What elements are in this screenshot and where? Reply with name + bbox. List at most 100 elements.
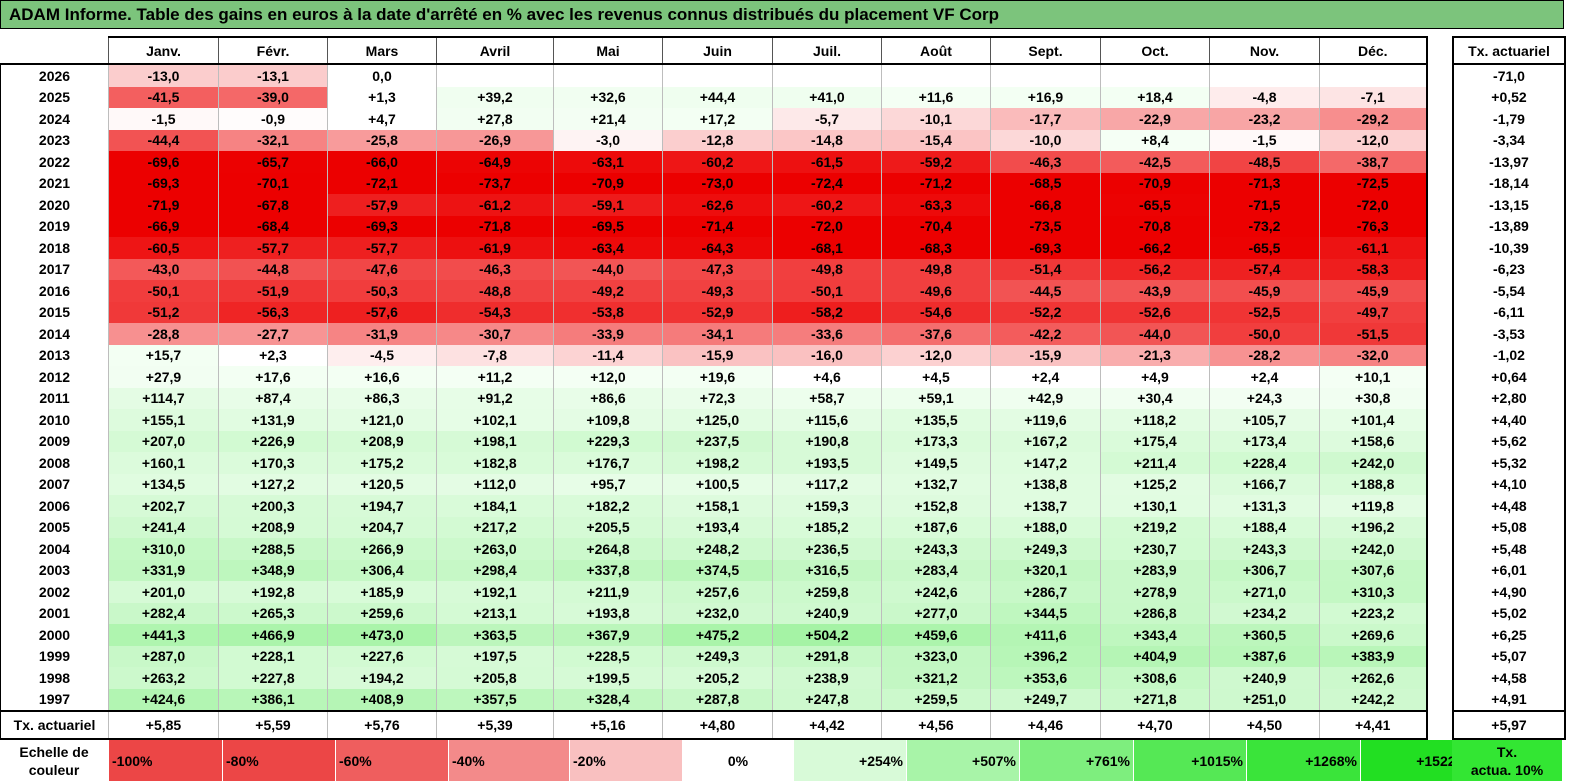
gain-cell: +240,9 [1209, 667, 1320, 689]
gain-cell: -66,2 [1100, 237, 1210, 259]
actuarial-rate-cell: +5,62 [1452, 430, 1566, 452]
gain-cell: +232,0 [662, 602, 773, 624]
gain-cell: -50,1 [772, 280, 882, 302]
year-label: 1997 [0, 688, 109, 711]
gain-cell: -44,4 [108, 129, 219, 151]
legend-swatch: +1268% [1246, 740, 1361, 781]
gain-cell: -32,1 [218, 129, 328, 151]
year-label: 2008 [0, 452, 109, 474]
gain-cell: +228,1 [218, 645, 328, 667]
legend-swatch: -20% [569, 740, 683, 781]
gain-cell: -56,3 [218, 301, 328, 323]
gain-cell: +198,2 [662, 452, 773, 474]
gain-cell: +226,9 [218, 430, 328, 452]
gain-cell: -73,2 [1209, 215, 1320, 237]
gain-cell: +32,6 [553, 86, 663, 108]
report-title: ADAM Informe. Table des gains en euros à… [0, 0, 1564, 29]
year-row: 1999 +287,0 +228,1 +227,6 +197,5 +228,5 +249,3… [0, 645, 1428, 667]
gain-cell: +175,4 [1100, 430, 1210, 452]
gain-cell: +360,5 [1209, 624, 1320, 646]
gain-cell: +271,0 [1209, 581, 1320, 603]
gain-cell: +348,9 [218, 559, 328, 581]
gain-cell: +320,1 [990, 559, 1101, 581]
gain-cell: +188,0 [990, 516, 1101, 538]
year-row: 2026 -13,0 -13,1 0,0 [0, 64, 1428, 87]
gains-table: Janv. Févr. Mars Avril Mai Juin Juil. Août Sept.… [0, 36, 1428, 740]
actuarial-rate-cell: -18,14 [1452, 172, 1566, 194]
gain-cell: +278,9 [1100, 581, 1210, 603]
year-label: 2024 [0, 108, 109, 130]
gain-cell: +310,3 [1319, 581, 1428, 603]
gain-cell: +118,2 [1100, 409, 1210, 431]
gain-cell: -29,2 [1319, 108, 1428, 130]
gain-cell: +337,8 [553, 559, 663, 581]
gain-cell: +217,2 [436, 516, 554, 538]
gain-cell: -52,9 [662, 301, 773, 323]
gain-cell: +135,5 [881, 409, 991, 431]
gain-cell: -27,7 [218, 323, 328, 345]
gain-cell: -58,2 [772, 301, 882, 323]
year-row: 2001 +282,4 +265,3 +259,6 +213,1 +193,8 +232,0… [0, 602, 1428, 624]
gain-cell: -46,3 [990, 151, 1101, 173]
gain-cell: +228,5 [553, 645, 663, 667]
gain-cell: -3,0 [553, 129, 663, 151]
gain-cell: +242,2 [1319, 688, 1428, 711]
month-header-row: Janv. Févr. Mars Avril Mai Juin Juil. Août Sept.… [0, 36, 1428, 65]
legend-swatch: -100% [108, 740, 223, 781]
gain-cell: 0,0 [327, 64, 437, 87]
gain-cell: -15,4 [881, 129, 991, 151]
gain-cell: -54,6 [881, 301, 991, 323]
year-row: 2012 +27,9 +17,6 +16,6 +11,2 +12,0 +19,6 +4,6 +4… [0, 366, 1428, 388]
gain-cell: +321,2 [881, 667, 991, 689]
gain-cell: +193,5 [772, 452, 882, 474]
actuarial-rate-cell: -6,11 [1452, 301, 1566, 323]
gain-cell: -72,5 [1319, 172, 1428, 194]
year-row: 2002 +201,0 +192,8 +185,9 +192,1 +211,9 +257,6… [0, 581, 1428, 603]
gain-cell: -52,6 [1100, 301, 1210, 323]
gain-cell: +208,9 [327, 430, 437, 452]
gain-cell: +4,6 [772, 366, 882, 388]
gain-cell: +192,1 [436, 581, 554, 603]
gain-cell: +263,0 [436, 538, 554, 560]
year-label: 2018 [0, 237, 109, 259]
gain-cell: +87,4 [218, 387, 328, 409]
year-row: 1998 +263,2 +227,8 +194,2 +205,8 +199,5 +205,2… [0, 667, 1428, 689]
gain-cell: +117,2 [772, 473, 882, 495]
gain-cell: +193,4 [662, 516, 773, 538]
gain-cell: -12,8 [662, 129, 773, 151]
gain-cell: +39,2 [436, 86, 554, 108]
gain-cell: +306,4 [327, 559, 437, 581]
gain-cell: +185,2 [772, 516, 882, 538]
gain-cell: +269,6 [1319, 624, 1428, 646]
gain-cell: -32,0 [1319, 344, 1428, 366]
gain-cell: +248,2 [662, 538, 773, 560]
gain-cell [990, 64, 1101, 87]
gain-cell: -69,6 [108, 151, 219, 173]
gain-cell: +27,9 [108, 366, 219, 388]
gain-cell: +15,7 [108, 344, 219, 366]
year-row: 2016 -50,1 -51,9 -50,3 -48,8 -49,2 -49,3 -50,1-… [0, 280, 1428, 302]
gain-cell: +192,8 [218, 581, 328, 603]
gain-cell [881, 64, 991, 87]
gain-cell: +238,9 [772, 667, 882, 689]
gain-cell: +308,6 [1100, 667, 1210, 689]
monthly-actuarial-cell: +4,80 [662, 710, 773, 740]
gain-cell: -63,1 [553, 151, 663, 173]
gain-cell: -68,1 [772, 237, 882, 259]
gain-cell: +194,7 [327, 495, 437, 517]
year-row: 2005 +241,4 +208,9 +204,7 +217,2 +205,5 +193,4… [0, 516, 1428, 538]
actuarial-rate-cell: +5,07 [1452, 645, 1566, 667]
gain-cell: +119,8 [1319, 495, 1428, 517]
gain-cell: -57,4 [1209, 258, 1320, 280]
gain-cell: +119,6 [990, 409, 1101, 431]
gain-cell: -71,9 [108, 194, 219, 216]
gain-cell: -26,9 [436, 129, 554, 151]
gain-cell: -31,9 [327, 323, 437, 345]
gain-cell: -49,6 [881, 280, 991, 302]
actuarial-rate-cell: -71,0 [1452, 64, 1566, 87]
gain-cell: -50,3 [327, 280, 437, 302]
year-label: 2007 [0, 473, 109, 495]
gain-cell: -51,4 [990, 258, 1101, 280]
year-label: 2011 [0, 387, 109, 409]
legend-swatch: -80% [222, 740, 336, 781]
